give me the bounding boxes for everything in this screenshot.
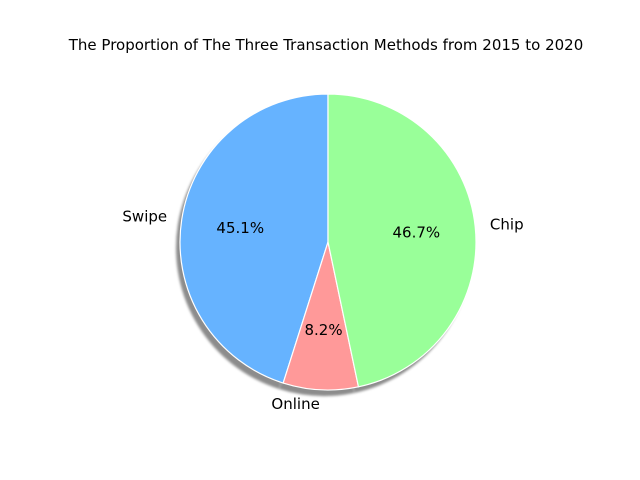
- slice-label-chip: Chip: [490, 216, 524, 234]
- slice-swipe: [179, 93, 329, 384]
- pie-slices: [179, 93, 477, 391]
- pie-labels: Swipe 45.1% Online 8.2% Chip 46.7%: [122, 208, 523, 414]
- slice-percent-chip: 46.7%: [392, 223, 440, 241]
- slice-label-online: Online: [271, 395, 319, 413]
- slice-percent-online: 8.2%: [304, 321, 342, 339]
- slice-chip: [327, 93, 477, 388]
- slice-percent-swipe: 45.1%: [216, 219, 264, 237]
- chart-title: The Proportion of The Three Transaction …: [68, 36, 584, 54]
- slice-label-swipe: Swipe: [122, 208, 167, 226]
